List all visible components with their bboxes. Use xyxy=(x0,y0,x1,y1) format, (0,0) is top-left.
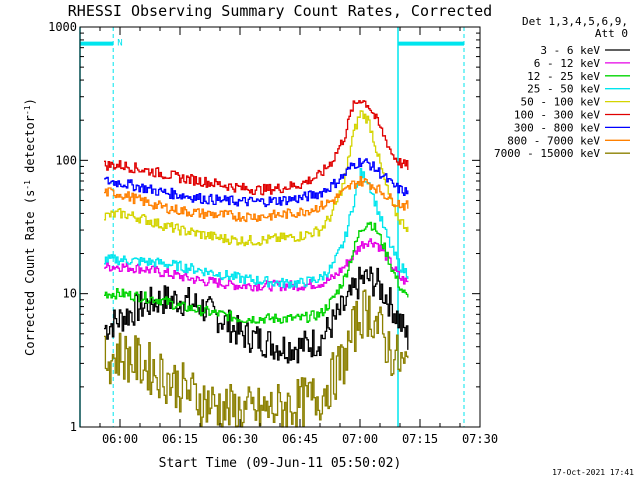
series-line xyxy=(104,110,409,247)
y-label-part: Corrected Count Rate (s xyxy=(23,190,37,356)
legend-entry-label: 6 - 12 keV xyxy=(534,57,601,70)
x-tick-label: 07:15 xyxy=(402,432,438,446)
legend-entry-label: 12 - 25 keV xyxy=(527,70,600,83)
legend-entry-label: 25 - 50 keV xyxy=(527,83,600,96)
x-tick-label: 07:00 xyxy=(342,432,378,446)
series-line xyxy=(104,100,409,196)
x-tick-label: 06:15 xyxy=(162,432,198,446)
axes: 06:00 06:15 06:30 06:45 07:00 07:15 07:30 1 10 10… xyxy=(48,20,498,446)
y-label-superscript: -1 xyxy=(23,105,32,115)
y-tick-label: 10 xyxy=(63,287,77,301)
legend-entry-label: 800 - 7000 keV xyxy=(507,134,600,147)
y-label-part: detector xyxy=(23,115,37,180)
plot-area: N xyxy=(79,27,465,428)
series-line xyxy=(104,266,409,364)
legend-entry-label: 300 - 800 keV xyxy=(514,121,600,134)
footer-date: 17-Oct-2021 17:41 xyxy=(552,468,634,477)
series-line xyxy=(104,167,409,289)
series-line xyxy=(104,221,409,324)
y-tick-label: 1 xyxy=(70,420,77,434)
x-tick-label: 06:45 xyxy=(282,432,318,446)
y-label-superscript: -1 xyxy=(23,180,32,190)
chart-title: RHESSI Observing Summary Count Rates, Co… xyxy=(68,2,492,20)
night-bar-label: N xyxy=(117,39,122,49)
y-tick-label: 100 xyxy=(55,153,77,167)
x-tick-label: 06:30 xyxy=(222,432,258,446)
legend-entry-label: 50 - 100 keV xyxy=(521,96,601,109)
y-axis-label: Corrected Count Rate (s-1 detector-1) xyxy=(23,98,38,356)
series-line xyxy=(104,175,409,223)
legend-entry-label: 7000 - 15000 keV xyxy=(494,147,600,160)
x-axis-label: Start Time (09-Jun-11 05:50:02) xyxy=(159,456,402,471)
legend-entry-label: 3 - 6 keV xyxy=(540,44,600,57)
series-line xyxy=(104,157,409,208)
x-tick-label: 07:30 xyxy=(462,432,498,446)
legend-header: Det 1,3,4,5,6,9, xyxy=(522,15,628,28)
series-line xyxy=(104,238,409,292)
series-line xyxy=(104,289,409,428)
x-tick-label: 06:00 xyxy=(102,432,138,446)
y-tick-label: 1000 xyxy=(48,20,77,34)
legend-header: Att 0 xyxy=(595,27,628,40)
y-label-part: ) xyxy=(23,98,37,105)
legend-entry-label: 100 - 300 keV xyxy=(514,109,600,122)
